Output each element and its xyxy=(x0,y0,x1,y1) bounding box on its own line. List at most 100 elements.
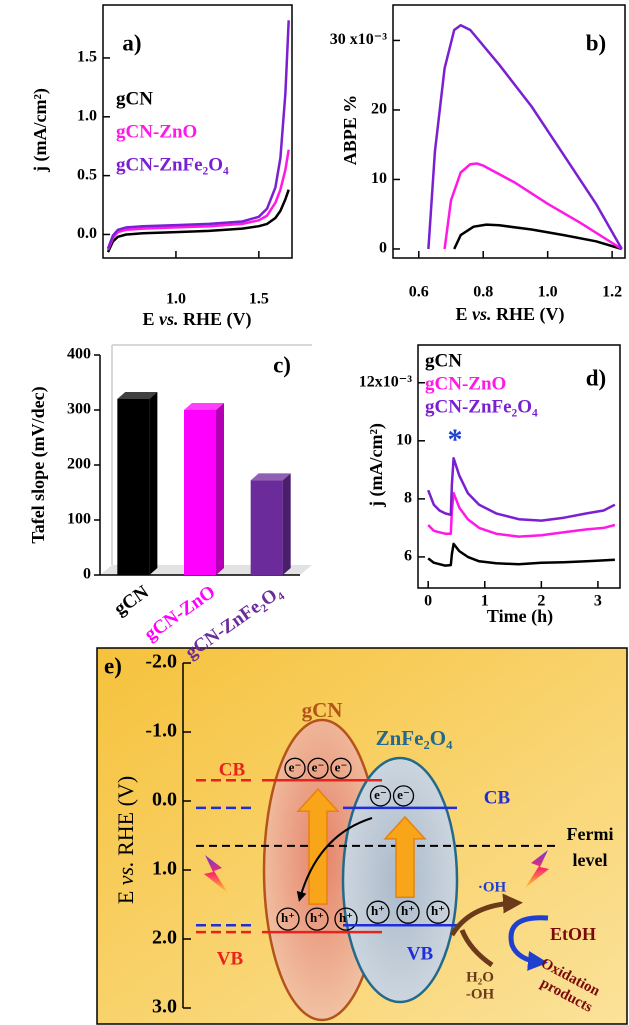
hole xyxy=(366,900,390,924)
panel-label: b) xyxy=(586,30,606,55)
x-tick-label: 1 xyxy=(481,593,489,610)
y-tick-label: 1.5 xyxy=(77,49,97,66)
y-axis-label: j (mA/cm²) xyxy=(366,423,387,508)
cb-label: CB xyxy=(219,759,246,780)
energy-tick-label: 2.0 xyxy=(152,927,177,949)
legend-entry: gCN-ZnFe₂O₄ xyxy=(425,396,538,417)
energy-tick-label: -2.0 xyxy=(145,651,177,673)
x-tick-label: 1.2 xyxy=(602,284,622,301)
annotation: * xyxy=(448,423,463,456)
excitation-arrow xyxy=(383,815,427,898)
electron xyxy=(369,785,392,807)
plot-frame xyxy=(417,344,621,589)
x-tick-label: 1.0 xyxy=(166,291,186,308)
energy-tick-label: 1.0 xyxy=(152,858,177,880)
hole xyxy=(276,907,300,931)
x-axis-label: Time (h) xyxy=(487,606,553,627)
panel-label: c) xyxy=(273,352,291,377)
y-tick-label: 0 xyxy=(83,566,91,583)
vb-label: VB xyxy=(217,948,244,969)
bar-top-shade xyxy=(250,473,291,481)
hole-label: h⁺ xyxy=(401,903,415,918)
cb-label: CB xyxy=(484,787,511,808)
reaction-arrow xyxy=(459,929,494,968)
bar-side-shade xyxy=(282,473,291,575)
electron-label: e⁻ xyxy=(289,759,302,774)
bar xyxy=(184,410,216,575)
excitation-arrow xyxy=(296,788,340,905)
x-axis-label: E vs. RHE (V) xyxy=(142,309,251,330)
energy-tick-label: 0.0 xyxy=(152,789,177,811)
y-tick-label: 400 xyxy=(67,346,91,363)
x-tick-label: gCN xyxy=(110,581,153,620)
hole xyxy=(426,900,450,924)
plot-frame xyxy=(392,4,626,259)
panel-label: d) xyxy=(586,365,606,390)
energy-tick-label: -1.0 xyxy=(145,720,177,742)
energy-tick-label: 3.0 xyxy=(152,996,177,1018)
electron xyxy=(284,757,306,779)
hole-label: h⁺ xyxy=(310,910,324,925)
y-axis-label: j (mA/cm²) xyxy=(30,88,51,173)
electron-label: e⁻ xyxy=(374,787,387,802)
series-line xyxy=(106,189,290,253)
x-tick-label: 2 xyxy=(537,593,545,610)
y-tick-label: 10 xyxy=(371,170,387,187)
electron xyxy=(392,785,415,807)
light-bolt xyxy=(525,850,549,888)
y-axis-label: Tafel slope (mV/dec) xyxy=(28,386,49,543)
semiconductor-name: gCN xyxy=(302,698,343,722)
fermi-label: level xyxy=(573,850,608,870)
bar-top xyxy=(250,473,291,481)
y-tick-label: 1.0 xyxy=(77,107,97,124)
bar-side xyxy=(149,392,158,575)
fermi-label: Fermi xyxy=(567,824,614,844)
y-tick-label: 12x10⁻³ xyxy=(359,373,412,390)
x-tick-label: 1.5 xyxy=(249,291,269,308)
semiconductor-name: ZnFe₂O₄ xyxy=(376,726,453,750)
hole-label: h⁺ xyxy=(371,903,385,918)
bar xyxy=(117,399,150,575)
legend-entry: gCN xyxy=(425,350,462,371)
plot-frame xyxy=(102,4,293,259)
series-line xyxy=(427,456,616,522)
panel-label: a) xyxy=(122,30,141,55)
series-line xyxy=(427,542,615,567)
series-line xyxy=(453,223,623,251)
radical-label: ·OH xyxy=(478,879,507,895)
electron xyxy=(307,757,329,779)
x-tick-label: 0 xyxy=(424,593,432,610)
x-axis-label: E vs. RHE (V) xyxy=(455,304,564,325)
legend-entry: gCN xyxy=(116,88,153,109)
x-tick-label: 0.8 xyxy=(473,284,493,301)
legend-entry: gCN-ZnFe₂O₄ xyxy=(116,154,229,175)
x-tick-label: 0.6 xyxy=(409,284,429,301)
water-label: H₂O xyxy=(466,969,494,985)
transfer-arrow xyxy=(296,817,373,902)
series-line xyxy=(106,149,290,251)
oxidation-arrow xyxy=(508,915,549,971)
hole-label: h⁺ xyxy=(431,903,445,918)
legend-entry: gCN-ZnO xyxy=(116,121,197,142)
y-tick-label: 100 xyxy=(67,511,91,528)
bar-side xyxy=(282,473,291,575)
bar-top-shade xyxy=(117,392,158,399)
series-line xyxy=(427,23,623,250)
bar-top xyxy=(184,403,224,410)
bar-side xyxy=(216,403,224,575)
bar xyxy=(250,480,283,575)
y-tick-label: 20 xyxy=(371,101,387,118)
bar-top xyxy=(117,392,158,399)
y-tick-label: 6 xyxy=(404,548,412,565)
light-bolt xyxy=(204,855,228,893)
bar-top-shade xyxy=(184,403,224,410)
x-tick-label: 3 xyxy=(594,593,602,610)
legend-entry: gCN-ZnO xyxy=(425,373,506,394)
series-line xyxy=(427,491,616,538)
bar-side-shade xyxy=(216,403,224,575)
y-tick-label: 200 xyxy=(67,456,91,473)
panel-label: e) xyxy=(104,653,122,678)
electron xyxy=(330,757,352,779)
series-line xyxy=(106,20,290,250)
